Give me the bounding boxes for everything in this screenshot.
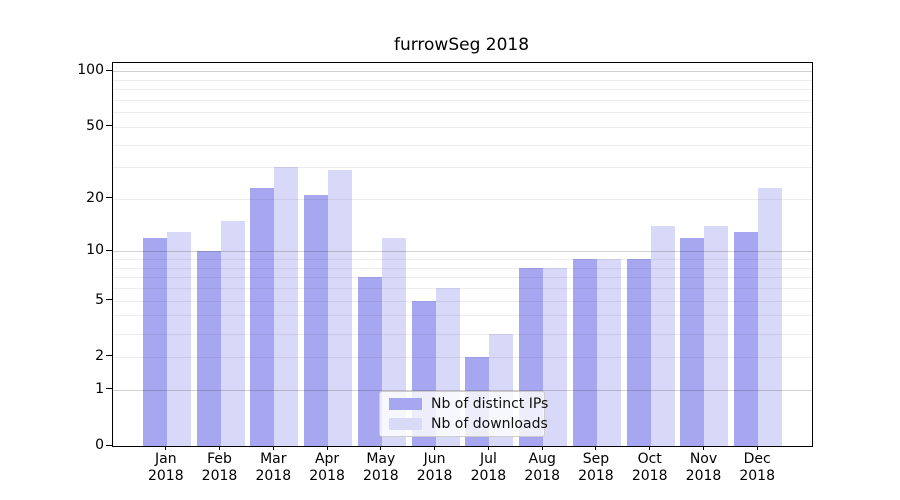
legend-label-distinct-ips: Nb of distinct IPs bbox=[431, 395, 549, 412]
minor-gridline-8 bbox=[113, 267, 812, 269]
bar-distinct-ips-jan bbox=[142, 237, 167, 446]
x-tick-mark-mar bbox=[272, 446, 274, 450]
x-tick-label-jan: Jan 2018 bbox=[147, 451, 184, 484]
bar-downloads-nov bbox=[704, 226, 729, 446]
minor-gridline-7 bbox=[113, 277, 812, 279]
x-tick-mark-feb bbox=[219, 446, 220, 450]
x-tick-mark-dec bbox=[756, 446, 758, 450]
minor-gridline-40 bbox=[113, 144, 812, 146]
legend-swatch-downloads bbox=[389, 418, 422, 430]
x-tick-label-aug: Aug 2018 bbox=[524, 451, 560, 484]
minor-gridline-70 bbox=[113, 100, 812, 101]
x-tick-label-apr: Apr 2018 bbox=[309, 451, 345, 484]
bar-distinct-ips-may bbox=[357, 277, 382, 446]
y-tick-mark-20 bbox=[106, 197, 112, 199]
minor-gridline-20 bbox=[113, 198, 812, 200]
y-tick-label-2: 2 bbox=[95, 347, 104, 364]
minor-gridline-50 bbox=[113, 126, 812, 128]
minor-gridline-2 bbox=[113, 356, 812, 358]
x-tick-label-jul: Jul 2018 bbox=[470, 451, 507, 484]
x-tick-mark-may bbox=[380, 446, 382, 450]
legend-box: Nb of distinct IPs Nb of downloads bbox=[379, 391, 548, 437]
legend-label-downloads: Nb of downloads bbox=[431, 415, 548, 432]
bar-downloads-dec bbox=[758, 188, 783, 446]
major-gridline-1 bbox=[113, 389, 812, 391]
bar-distinct-ips-mar bbox=[250, 188, 275, 446]
minor-gridline-3 bbox=[113, 333, 812, 335]
x-tick-label-sep: Sep 2018 bbox=[578, 451, 614, 484]
minor-gridline-9 bbox=[113, 259, 812, 261]
bar-downloads-apr bbox=[328, 169, 353, 446]
y-tick-mark-0 bbox=[106, 444, 112, 446]
minor-gridline-6 bbox=[113, 288, 812, 290]
bar-distinct-ips-sep bbox=[572, 259, 597, 446]
y-tick-label-50: 50 bbox=[86, 117, 104, 134]
x-tick-label-jun: Jun 2018 bbox=[416, 451, 453, 484]
minor-gridline-80 bbox=[113, 89, 812, 91]
minor-gridline-30 bbox=[113, 167, 812, 169]
legend-entry-downloads: Nb of downloads bbox=[389, 416, 548, 433]
x-tick-mark-nov bbox=[703, 446, 704, 450]
minor-gridline-60 bbox=[113, 112, 812, 114]
x-tick-mark-jul bbox=[487, 446, 489, 450]
x-tick-label-nov: Nov 2018 bbox=[685, 451, 722, 484]
legend-swatch-distinct-ips bbox=[389, 398, 422, 410]
x-tick-label-mar: Mar 2018 bbox=[255, 451, 292, 484]
bar-downloads-mar bbox=[274, 167, 299, 446]
bar-downloads-sep bbox=[596, 259, 621, 446]
x-tick-mark-oct bbox=[649, 446, 651, 450]
y-tick-label-5: 5 bbox=[95, 291, 104, 308]
minor-gridline-4 bbox=[113, 315, 812, 317]
major-gridline-10 bbox=[113, 251, 812, 253]
y-tick-label-0: 0 bbox=[95, 437, 104, 453]
bar-downloads-aug bbox=[543, 267, 568, 446]
y-tick-label-1: 1 bbox=[95, 380, 104, 397]
bar-distinct-ips-dec bbox=[734, 231, 759, 446]
chart-title: furrowSeg 2018 bbox=[393, 35, 530, 55]
minor-gridline-5 bbox=[113, 300, 812, 302]
y-tick-mark-1 bbox=[106, 388, 112, 390]
x-tick-label-oct: Oct 2018 bbox=[631, 451, 668, 484]
x-tick-mark-sep bbox=[595, 446, 597, 450]
x-tick-mark-jun bbox=[434, 446, 436, 450]
y-tick-mark-5 bbox=[106, 299, 112, 301]
y-tick-mark-2 bbox=[106, 355, 112, 357]
x-tick-label-dec: Dec 2018 bbox=[739, 451, 775, 484]
minor-gridline-90 bbox=[113, 79, 812, 81]
y-tick-label-10: 10 bbox=[86, 242, 104, 259]
x-tick-mark-aug bbox=[541, 446, 543, 450]
plot-area bbox=[112, 62, 813, 447]
bar-distinct-ips-feb bbox=[196, 251, 221, 446]
bar-downloads-feb bbox=[220, 220, 245, 446]
legend-entry-distinct-ips: Nb of distinct IPs bbox=[389, 396, 548, 413]
y-tick-mark-100 bbox=[106, 69, 112, 71]
y-tick-label-20: 20 bbox=[86, 189, 104, 206]
major-gridline-100 bbox=[113, 71, 812, 73]
bar-distinct-ips-oct bbox=[626, 259, 651, 446]
bar-downloads-jan bbox=[166, 231, 191, 446]
x-tick-label-feb: Feb 2018 bbox=[201, 451, 238, 484]
x-tick-mark-apr bbox=[326, 446, 328, 450]
x-tick-label-may: May 2018 bbox=[362, 451, 399, 484]
y-tick-mark-10 bbox=[106, 249, 112, 251]
y-tick-mark-50 bbox=[106, 125, 112, 127]
bar-distinct-ips-nov bbox=[680, 237, 705, 446]
x-tick-mark-jan bbox=[165, 446, 167, 450]
y-tick-label-100: 100 bbox=[77, 62, 104, 79]
bar-distinct-ips-apr bbox=[304, 195, 329, 446]
bar-downloads-oct bbox=[650, 226, 675, 446]
